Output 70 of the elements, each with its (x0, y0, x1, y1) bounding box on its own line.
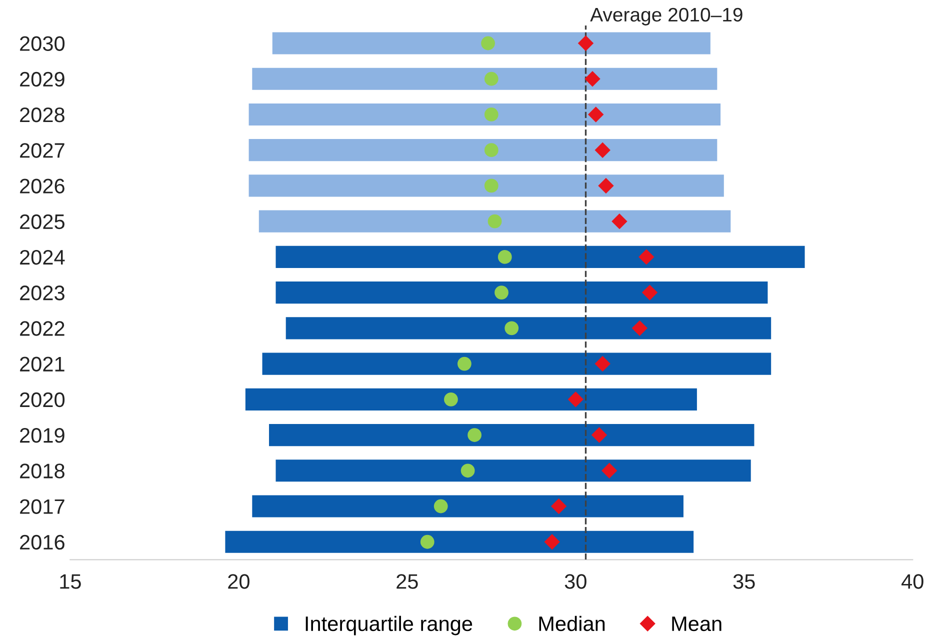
point (458, 356, 472, 371)
bar (248, 139, 718, 162)
y-tick-label: 2030 (20, 36, 65, 51)
bar (245, 388, 697, 410)
point (468, 428, 482, 442)
point (638, 249, 654, 265)
point (578, 36, 594, 51)
bar (269, 424, 754, 446)
point (642, 284, 658, 300)
point (504, 321, 519, 336)
point (484, 108, 498, 122)
point (434, 499, 448, 514)
y-tick-label: 2016 (20, 534, 64, 550)
bar (248, 103, 721, 126)
y-tick-label: 2024 (20, 250, 65, 265)
y-tick-label: 2022 (20, 321, 64, 336)
legend-label: Interquartile range (306, 616, 472, 636)
y-tick-label: 2021 (20, 356, 64, 372)
point (598, 178, 614, 194)
point (420, 534, 434, 549)
bar (286, 317, 772, 340)
point (484, 178, 498, 193)
ref-line-label: Average 2010–19 (590, 8, 742, 26)
bar (258, 210, 731, 232)
bar (252, 495, 684, 518)
point (568, 392, 584, 407)
point (488, 214, 502, 228)
y-tick-label: 2020 (20, 392, 65, 408)
bar (276, 246, 805, 268)
point (632, 320, 648, 336)
x-tick-label: 15 (60, 574, 81, 589)
bar (248, 174, 724, 197)
point (498, 250, 512, 264)
bar (276, 282, 768, 304)
y-tick-label: 2017 (20, 499, 64, 514)
point (584, 71, 600, 86)
point (494, 286, 508, 300)
point (460, 464, 475, 478)
point (551, 498, 566, 514)
y-tick-label: 2018 (20, 464, 64, 478)
x-tick-label: 20 (228, 574, 250, 589)
bar (272, 32, 710, 54)
y-tick-label: 2023 (20, 286, 64, 300)
bar (276, 460, 751, 482)
legend-label: Median (539, 616, 605, 632)
y-tick-label: 2025 (20, 214, 64, 230)
point (444, 392, 458, 406)
point (592, 427, 607, 443)
y-tick-label: 2029 (20, 72, 64, 87)
legend-label: Mean (672, 616, 722, 632)
x-tick-label: 30 (564, 574, 586, 589)
x-tick-label: 25 (396, 574, 418, 589)
y-tick-label: 2019 (20, 428, 64, 443)
point (595, 142, 610, 158)
point (481, 36, 495, 50)
bar (252, 68, 718, 90)
point (544, 534, 560, 550)
y-tick-label: 2028 (20, 107, 64, 122)
bar (262, 352, 772, 375)
point (595, 356, 610, 372)
y-tick-label: 2027 (20, 143, 64, 158)
x-tick-label: 40 (901, 574, 924, 589)
bar (225, 530, 694, 553)
point (602, 463, 617, 478)
point (484, 143, 498, 158)
point (612, 214, 628, 229)
x-tick-label: 35 (733, 574, 755, 589)
y-tick-label: 2026 (20, 178, 64, 194)
point (588, 106, 604, 122)
point (484, 72, 498, 86)
